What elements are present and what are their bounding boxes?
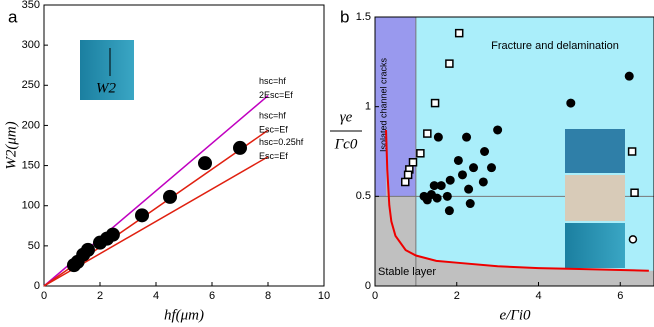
y-tick-label: 1 xyxy=(365,101,371,113)
point xyxy=(198,156,212,171)
y-tick-label: 200 xyxy=(22,119,40,131)
square-marker xyxy=(423,129,432,138)
point xyxy=(105,227,120,242)
square-marker xyxy=(454,28,464,38)
y-tick-label: 300 xyxy=(22,39,40,51)
x-tick-label: 0 xyxy=(372,290,378,302)
point xyxy=(429,181,439,191)
line-label: hsc=hf xyxy=(259,111,286,121)
line-label: Esc=Ef xyxy=(259,151,288,161)
y-axis-numerator: γe xyxy=(340,109,353,125)
x-tick-label: 8 xyxy=(265,290,271,302)
inset-label: W2 xyxy=(96,80,116,96)
point xyxy=(445,175,455,185)
x-tick-label: 2 xyxy=(97,290,103,302)
square-marker xyxy=(408,158,418,167)
line-label: 2Esc=Ef xyxy=(259,90,293,100)
point xyxy=(442,191,452,201)
inset xyxy=(565,175,625,221)
ring-marker xyxy=(628,235,638,244)
point xyxy=(469,163,479,173)
line xyxy=(385,129,649,272)
point xyxy=(464,184,474,194)
point xyxy=(433,132,443,142)
x-axis-label: hf(μm) xyxy=(164,307,204,323)
region-label: Stable layer xyxy=(378,266,436,278)
point xyxy=(163,189,177,204)
inset xyxy=(80,40,134,100)
square-marker xyxy=(445,59,454,68)
point xyxy=(478,177,488,187)
x-tick-label: 10 xyxy=(318,290,330,302)
y-tick-label: 100 xyxy=(22,200,40,212)
panel-label: b xyxy=(340,7,349,26)
y-tick-label: 0 xyxy=(34,280,40,292)
point xyxy=(462,132,472,142)
point xyxy=(436,181,446,191)
x-tick-label: 2 xyxy=(454,290,460,302)
line-label: hsc=hf xyxy=(259,76,286,86)
point xyxy=(80,242,95,257)
square-marker xyxy=(416,149,425,158)
point xyxy=(233,140,247,155)
line-label: Esc=Ef xyxy=(259,125,288,135)
panel-label: a xyxy=(8,7,18,26)
x-tick-label: 6 xyxy=(617,290,623,302)
point xyxy=(493,125,503,135)
point xyxy=(480,147,490,156)
y-tick-label: 350 xyxy=(22,0,40,11)
y-tick-label: 0.5 xyxy=(356,190,371,202)
y-axis-label: W2(μm) xyxy=(3,121,19,169)
point xyxy=(486,163,496,173)
point xyxy=(432,193,442,203)
point xyxy=(419,191,429,201)
x-tick-label: 6 xyxy=(209,290,215,302)
square-marker xyxy=(430,98,440,108)
plot-frame xyxy=(43,4,325,287)
x-tick-label: 4 xyxy=(153,290,159,302)
point xyxy=(465,199,475,209)
x-axis-label: e/Γi0 xyxy=(499,307,531,323)
plot-frame xyxy=(374,16,654,287)
inset xyxy=(565,223,625,268)
region-label: Fracture and delamination xyxy=(491,40,619,52)
y-tick-label: 1.5 xyxy=(356,11,371,23)
point xyxy=(453,155,463,165)
inset xyxy=(565,129,625,173)
y-tick-label: 50 xyxy=(28,240,40,252)
x-tick-label: 0 xyxy=(41,290,47,302)
point xyxy=(457,170,467,180)
y-axis-denominator: Γc0 xyxy=(334,136,358,152)
y-tick-label: 150 xyxy=(22,159,40,171)
line-label: hsc=0.25hf xyxy=(259,137,304,147)
square-marker xyxy=(627,147,637,156)
square-marker xyxy=(400,177,410,187)
square-marker xyxy=(630,188,639,197)
point xyxy=(135,208,149,223)
square-marker xyxy=(403,170,413,180)
y-tick-label: 0 xyxy=(365,280,371,292)
x-tick-label: 4 xyxy=(535,290,541,302)
region-label: Isolated channel cracks xyxy=(378,57,388,152)
point xyxy=(624,71,634,81)
point xyxy=(566,98,576,108)
y-tick-label: 250 xyxy=(22,79,40,91)
point xyxy=(444,206,454,216)
